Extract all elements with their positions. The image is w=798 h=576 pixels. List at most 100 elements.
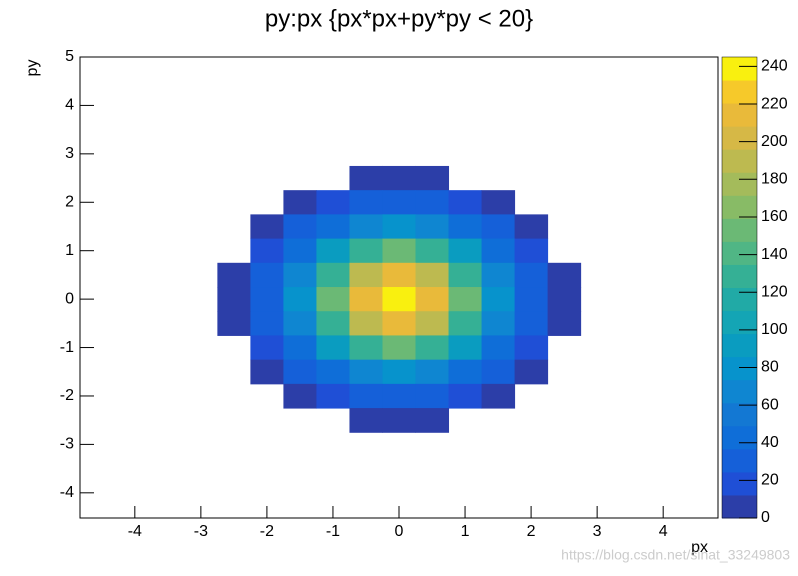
colorbar-tick-label: 20 — [761, 472, 779, 489]
cell — [448, 287, 483, 312]
y-tick-label: -3 — [60, 436, 74, 453]
cell — [514, 335, 549, 361]
colorbar-band — [722, 126, 757, 150]
colorbar-band — [722, 103, 757, 127]
cell — [514, 238, 549, 264]
colorbar-band — [722, 494, 757, 519]
cell — [415, 262, 450, 288]
x-tick-label: -2 — [260, 523, 274, 540]
cell — [382, 311, 417, 336]
y-axis-label: py — [24, 60, 41, 77]
cell — [349, 383, 383, 409]
y-tick-label: -2 — [60, 387, 74, 404]
x-tick-label: 0 — [395, 523, 404, 540]
cell — [448, 238, 483, 264]
y-tick-label: 1 — [65, 242, 74, 259]
cell — [382, 408, 417, 433]
colorbar-band — [722, 379, 757, 404]
y-tick-label: -1 — [60, 339, 74, 356]
colorbar-band — [722, 287, 757, 312]
cell — [382, 190, 417, 215]
cell — [316, 335, 350, 361]
colorbar-band — [722, 471, 757, 496]
colorbar-band — [722, 333, 757, 358]
colorbar-band — [722, 402, 757, 427]
cell — [283, 262, 317, 288]
colorbar-tick-label: 200 — [761, 133, 788, 150]
cell — [349, 165, 383, 191]
cell — [250, 311, 284, 336]
cell — [283, 287, 317, 312]
cell — [481, 335, 516, 361]
cell — [349, 335, 383, 361]
cell — [250, 262, 284, 288]
colorbar-frame — [721, 56, 758, 519]
cell — [250, 335, 284, 361]
cell — [448, 383, 483, 409]
y-tick-label: -4 — [60, 484, 74, 501]
x-tick-label: 1 — [461, 523, 470, 540]
colorbar-band — [722, 172, 757, 196]
cell — [250, 214, 284, 240]
cell — [316, 287, 350, 312]
cell — [514, 311, 549, 336]
cell — [283, 335, 317, 361]
y-tick-label: 4 — [65, 97, 74, 114]
cell — [316, 262, 350, 288]
cell — [481, 287, 516, 312]
cell — [448, 214, 483, 240]
cell — [415, 190, 450, 215]
cell — [415, 408, 450, 433]
cell — [514, 287, 549, 312]
cell — [415, 165, 450, 191]
cell — [448, 359, 483, 385]
x-tick-label: 3 — [593, 523, 602, 540]
colorbar-tick-label: 0 — [761, 509, 770, 526]
cell — [349, 190, 383, 215]
cell — [349, 408, 383, 433]
cell — [349, 287, 383, 312]
cell — [217, 262, 251, 288]
cell — [283, 383, 317, 409]
cell — [382, 287, 417, 312]
cell — [283, 190, 317, 215]
cell — [283, 359, 317, 385]
cell — [316, 190, 350, 215]
cell — [349, 214, 383, 240]
cell — [481, 262, 516, 288]
cell — [316, 214, 350, 240]
cell — [547, 262, 582, 288]
cell — [349, 311, 383, 336]
colorbar-tick-label: 240 — [761, 58, 788, 75]
x-axis-label: px — [691, 539, 708, 556]
colorbar-tick-label: 180 — [761, 171, 788, 188]
cell — [349, 359, 383, 385]
colorbar-tick-label: 140 — [761, 246, 788, 263]
cell — [481, 359, 516, 385]
cell — [316, 359, 350, 385]
colorbar-band — [722, 356, 757, 381]
colorbar-band — [722, 310, 757, 335]
colorbar-tick-label: 120 — [761, 283, 788, 300]
cell — [481, 383, 516, 409]
y-tick-label: 5 — [65, 48, 74, 65]
colorbar-tick-label: 80 — [761, 359, 779, 376]
colorbar-band — [722, 57, 757, 81]
colorbar-tick-label: 220 — [761, 95, 788, 112]
cell — [250, 359, 284, 385]
cell — [481, 238, 516, 264]
cell — [415, 335, 450, 361]
cell — [316, 238, 350, 264]
colorbar-band — [722, 264, 757, 288]
cell — [415, 383, 450, 409]
cell — [283, 311, 317, 336]
colorbar-tick-label: 40 — [761, 434, 779, 451]
cell — [547, 311, 582, 336]
cell — [448, 190, 483, 215]
cell — [382, 383, 417, 409]
cell — [448, 311, 483, 336]
cell — [349, 262, 383, 288]
cell — [217, 287, 251, 312]
cell — [415, 214, 450, 240]
x-tick-label: 4 — [659, 523, 668, 540]
